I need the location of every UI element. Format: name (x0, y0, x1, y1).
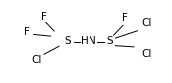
Text: Cl: Cl (31, 55, 41, 65)
Text: H: H (81, 37, 89, 46)
Text: S: S (65, 37, 71, 46)
Text: Cl: Cl (142, 49, 152, 59)
Text: S: S (106, 37, 112, 46)
Text: N: N (88, 37, 96, 46)
Text: Cl: Cl (142, 18, 152, 28)
Text: F: F (122, 13, 128, 23)
Text: F: F (41, 12, 47, 22)
Text: F: F (24, 27, 30, 37)
